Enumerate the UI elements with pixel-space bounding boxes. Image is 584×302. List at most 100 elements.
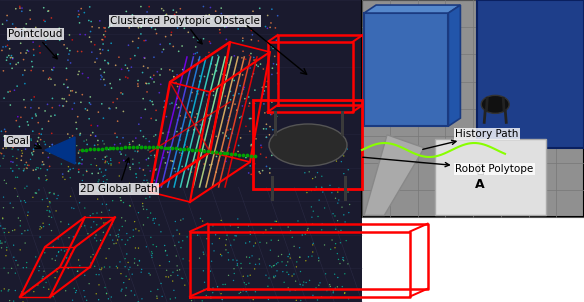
Point bbox=[52, 253, 61, 258]
Point bbox=[291, 298, 301, 302]
Point bbox=[86, 29, 95, 34]
Point bbox=[175, 150, 185, 155]
Point bbox=[142, 89, 152, 94]
Point bbox=[222, 60, 231, 65]
Point bbox=[261, 24, 270, 29]
Point bbox=[233, 230, 242, 235]
Point bbox=[273, 71, 282, 76]
Point bbox=[308, 293, 318, 298]
Point bbox=[54, 250, 63, 255]
Point bbox=[173, 117, 182, 122]
Point bbox=[17, 231, 26, 236]
Point bbox=[114, 55, 124, 59]
Point bbox=[39, 221, 48, 226]
Point bbox=[184, 128, 193, 133]
Point bbox=[64, 266, 73, 271]
Point bbox=[144, 148, 153, 153]
Point bbox=[265, 124, 274, 129]
Point bbox=[168, 146, 177, 150]
Point bbox=[23, 163, 32, 168]
Point bbox=[286, 230, 295, 235]
Point bbox=[95, 246, 105, 251]
Point bbox=[184, 167, 193, 172]
Point bbox=[100, 70, 109, 75]
Point bbox=[189, 52, 199, 56]
Point bbox=[158, 50, 167, 54]
Point bbox=[62, 77, 71, 82]
Point bbox=[141, 196, 151, 201]
Point bbox=[149, 216, 158, 221]
Point bbox=[211, 170, 221, 175]
Point bbox=[56, 149, 65, 154]
Point bbox=[106, 156, 115, 161]
Point bbox=[18, 72, 27, 77]
Point bbox=[130, 256, 140, 261]
Point bbox=[100, 285, 110, 290]
Point bbox=[162, 268, 171, 273]
Point bbox=[93, 171, 103, 175]
Point bbox=[99, 42, 108, 47]
Point bbox=[89, 219, 99, 224]
Point bbox=[170, 243, 179, 248]
Point bbox=[339, 153, 349, 158]
Point bbox=[195, 74, 204, 79]
Point bbox=[131, 172, 141, 177]
Point bbox=[75, 160, 84, 165]
Point bbox=[249, 244, 258, 249]
Point bbox=[59, 245, 68, 250]
Point bbox=[168, 159, 177, 164]
Point bbox=[41, 142, 50, 147]
Point bbox=[144, 81, 154, 86]
Point bbox=[171, 295, 180, 300]
Point bbox=[95, 18, 105, 23]
Point bbox=[287, 274, 297, 278]
Point bbox=[22, 21, 31, 26]
Point bbox=[117, 287, 127, 292]
Point bbox=[169, 44, 178, 49]
Point bbox=[105, 276, 114, 281]
Point bbox=[44, 155, 53, 160]
Point bbox=[62, 85, 72, 90]
Point bbox=[138, 204, 148, 209]
Point bbox=[38, 159, 47, 164]
Point bbox=[334, 144, 343, 149]
Point bbox=[213, 53, 223, 58]
Point bbox=[223, 127, 232, 132]
Point bbox=[251, 57, 260, 62]
Point bbox=[117, 145, 126, 150]
Point bbox=[198, 219, 207, 223]
Point bbox=[295, 245, 304, 250]
Point bbox=[10, 88, 19, 93]
Point bbox=[64, 164, 73, 169]
Point bbox=[77, 49, 86, 54]
Point bbox=[226, 243, 235, 248]
Point bbox=[338, 205, 347, 210]
Point bbox=[86, 213, 95, 218]
Point bbox=[345, 202, 354, 207]
Point bbox=[46, 114, 55, 119]
Point bbox=[328, 188, 338, 192]
Point bbox=[176, 245, 186, 250]
Point bbox=[85, 281, 94, 286]
Point bbox=[62, 255, 71, 260]
Point bbox=[178, 276, 187, 281]
Point bbox=[4, 287, 13, 292]
Point bbox=[28, 129, 37, 134]
Point bbox=[0, 287, 9, 291]
Point bbox=[93, 179, 103, 184]
Point bbox=[50, 192, 59, 197]
Point bbox=[4, 288, 13, 293]
Point bbox=[218, 72, 228, 77]
Point bbox=[100, 173, 110, 178]
Point bbox=[161, 160, 170, 165]
Point bbox=[38, 150, 47, 155]
Point bbox=[274, 254, 283, 259]
Point bbox=[88, 252, 98, 257]
Point bbox=[173, 84, 182, 89]
Point bbox=[224, 62, 234, 67]
Point bbox=[140, 178, 149, 183]
Point bbox=[126, 56, 135, 61]
Point bbox=[86, 133, 95, 138]
Point bbox=[66, 88, 75, 93]
Point bbox=[64, 169, 74, 173]
